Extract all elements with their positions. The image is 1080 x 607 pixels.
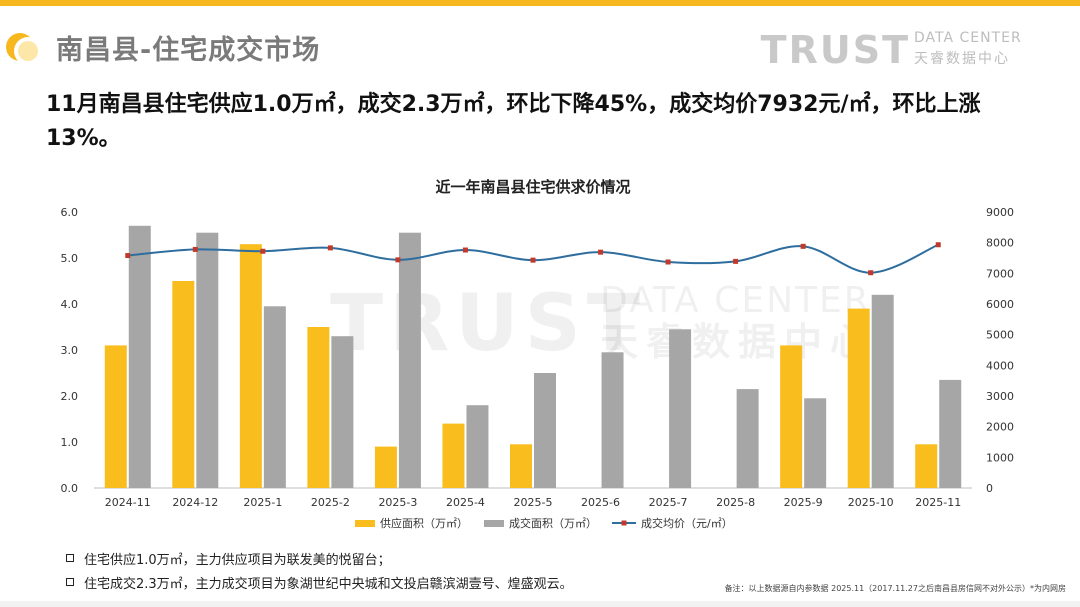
y-right-tick-label: 7000 [986,267,1014,280]
x-tick-label: 2025-6 [581,496,620,509]
footnote: 备注：以上数据源自内参数据 2025.11（2017.11.27之后南昌县房信网… [724,584,1066,593]
y-left-tick-label: 4.0 [61,298,79,311]
supply-bar [847,308,870,488]
supply-bar [374,446,397,488]
x-tick-label: 2025-11 [915,496,961,509]
price-point [665,259,671,265]
supply-bar [915,444,938,488]
brand-sub-en: DATA CENTER [914,30,1022,46]
price-point [530,257,536,263]
x-tick-label: 2025-1 [243,496,282,509]
watermark-en: DATA CENTER [600,280,871,321]
x-tick-label: 2025-8 [716,496,755,509]
y-right-tick-label: 8000 [986,237,1014,250]
deal-bar [196,232,219,488]
deal-bar [398,232,421,488]
price-point [125,253,131,259]
price-point [935,242,941,248]
x-tick-label: 2024-12 [172,496,218,509]
deal-bar [669,329,692,488]
bottom-bar [0,601,1080,607]
price-point [800,243,806,249]
deal-bar [466,405,489,488]
price-point [192,246,198,252]
y-right-tick-label: 4000 [986,359,1014,372]
price-point [260,248,266,254]
y-right-tick-label: 3000 [986,390,1014,403]
x-tick-label: 2025-4 [446,496,485,509]
supply-bar [104,345,127,488]
x-tick-label: 2025-3 [378,496,417,509]
sun-logo-icon [6,33,42,65]
notes-list: 住宅供应1.0万㎡，主力供应项目为联发美的悦留台； 住宅成交2.3万㎡，主力成交… [66,546,573,594]
note-item: 住宅成交2.3万㎡，主力成交项目为象湖世纪中央城和文投启赣滨湖壹号、煌盛观云。 [66,570,573,594]
deal-bar [736,389,759,488]
y-right-tick-label: 2000 [986,421,1014,434]
x-tick-label: 2025-7 [649,496,688,509]
y-left-tick-label: 1.0 [61,436,79,449]
supply-bar [510,444,532,488]
deal-bar [939,379,962,488]
chart-container: TRUST DATA CENTER 天睿数据中心 近一年南昌县住宅供求价情况 0.0 1.… [0,170,1080,540]
legend-swatch-supply [355,520,375,527]
deal-bar [128,225,151,489]
legend-label-price: 成交均价（元/㎡） [641,516,733,530]
x-tick-label: 2024-11 [105,496,151,509]
deal-bar [263,306,286,488]
watermark-cn: 天睿数据中心 [600,320,876,364]
y-right-tick-label: 6000 [986,298,1014,311]
price-point [868,270,874,276]
supply-bar [239,244,262,488]
square-bullet-icon [66,578,74,586]
y-right-tick-label: 1000 [986,451,1014,464]
y-left-tick-label: 5.0 [61,252,79,265]
deal-bar [331,336,354,488]
y-left-tick-label: 0.0 [61,482,79,495]
x-tick-label: 2025-9 [784,496,823,509]
price-point [598,249,604,255]
y-left-tick-label: 3.0 [61,344,79,357]
deal-bar [534,373,556,488]
supply-bar [172,281,195,488]
price-point [395,257,401,263]
legend-swatch-price-marker [621,520,627,526]
legend-label-deal: 成交面积（万㎡） [509,516,597,530]
y-right-tick-label: 9000 [986,206,1014,219]
watermark-main: TRUST [330,279,646,369]
headline-summary: 11月南昌县住宅供应1.0万㎡，成交2.3万㎡，环比下降45%，成交均价7932… [46,92,981,151]
legend-label-supply: 供应面积（万㎡） [380,516,468,530]
deal-bar [871,294,894,488]
top-accent-bar [0,0,1080,6]
page-title: 南昌县-住宅成交市场 [56,35,321,66]
brand-main-text: TRUST [760,28,910,72]
brand-sub-cn: 天睿数据中心 [914,51,1010,67]
deal-bar [601,352,624,488]
price-point [327,245,333,251]
brand-logo: TRUST DATA CENTER 天睿数据中心 [668,28,1028,72]
deal-bar [804,398,827,488]
x-tick-label: 2025-2 [311,496,350,509]
chart-title: 近一年南昌县住宅供求价情况 [435,178,630,196]
y-right-tick-label: 0 [986,482,993,495]
note-text: 住宅成交2.3万㎡，主力成交项目为象湖世纪中央城和文投启赣滨湖壹号、煌盛观云。 [84,576,573,592]
legend-swatch-deal [484,520,504,527]
price-point [462,247,468,253]
square-bullet-icon [66,554,74,562]
x-tick-label: 2025-5 [514,496,553,509]
supply-bar [442,423,465,488]
price-point [733,258,739,264]
y-left-tick-label: 6.0 [61,206,79,219]
note-item: 住宅供应1.0万㎡，主力供应项目为联发美的悦留台； [66,546,573,570]
y-left-tick-label: 2.0 [61,390,79,403]
supply-bar [780,345,803,488]
note-text: 住宅供应1.0万㎡，主力供应项目为联发美的悦留台； [84,552,391,568]
supply-bar [307,327,330,488]
x-tick-label: 2025-10 [848,496,894,509]
y-right-tick-label: 5000 [986,329,1014,342]
